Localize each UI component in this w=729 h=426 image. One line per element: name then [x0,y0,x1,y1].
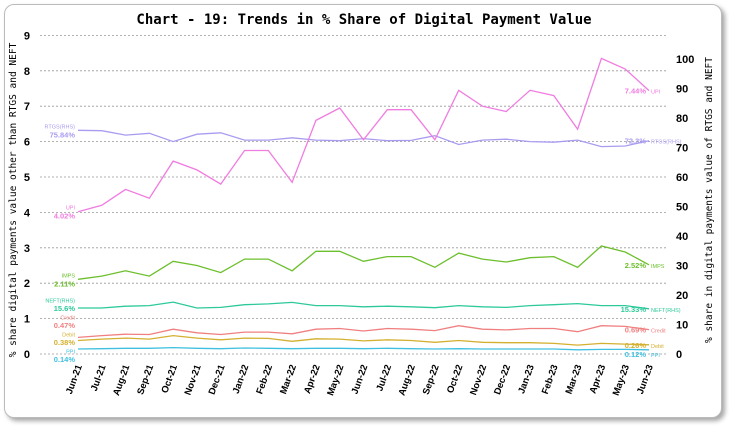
end-value-label: 0.69% [625,326,647,335]
start-value-label: 0.14% [54,355,76,364]
end-value-label: 2.52% [625,261,647,270]
series-name-label: IMPS [62,273,76,279]
series-name-label: Credit [60,316,75,322]
x-tick-label: Mar-22 [278,363,299,396]
x-tick-label: Feb-22 [254,363,275,396]
start-value-label: 15.6% [54,304,76,313]
y2-tick-label: 20 [676,290,688,302]
x-tick-label: Aug-22 [397,363,418,397]
series-name-label: RTGS(RHS) [45,124,76,130]
x-tick-label: Feb-23 [540,363,561,396]
series-line-credit [77,325,650,339]
y-tick-label: 6 [24,137,30,149]
y2-tick-label: 30 [676,261,688,273]
series-line-neftrhs [78,301,650,310]
x-tick-label: Jul-21 [89,363,109,393]
series-line-debit [77,334,650,346]
y-tick-label: 3 [24,243,30,255]
series-name-label: UPI [651,90,661,96]
x-tick-label: May-23 [611,363,632,397]
x-tick-label: Sep-22 [421,363,442,396]
end-value-label: 15.33% [621,305,647,314]
x-tick-label: Jun-22 [350,363,371,396]
series-line-imps [77,245,650,280]
series-name-label: Debit [651,344,664,350]
x-tick-label: Nov-22 [468,363,489,397]
start-value-label: 2.11% [54,279,75,288]
x-tick-label: Jun-23 [635,363,656,396]
series-name-label: Debit [62,333,75,339]
start-value-label: 0.47% [54,321,76,330]
series-line-upi [77,57,650,213]
y2-tick-label: 0 [676,349,682,361]
end-value-label: 0.12% [625,350,647,359]
x-tick-label: Apr-23 [588,363,609,395]
y2-tick-label: 60 [676,172,688,184]
series-name-label: Credit [651,329,666,335]
series-name-label: UPI [66,206,76,212]
y2-tick-label: 100 [676,54,694,66]
x-tick-label: Dec-21 [207,363,228,397]
start-value-label: 0.38% [54,338,76,347]
series-name-label: PPI [66,350,75,356]
y2-tick-label: 90 [676,84,688,96]
series-line-ppi [77,346,650,351]
x-tick-label: Jun-21 [64,363,85,396]
end-value-label: 7.44% [625,87,647,96]
y-tick-label: 9 [24,30,30,42]
y-tick-label: 8 [24,66,30,78]
y2-tick-label: 80 [676,113,688,125]
end-value-label: 72.3% [625,137,647,146]
y2-tick-label: 40 [676,231,688,243]
x-tick-label: Jan-22 [231,363,252,395]
series-name-label: RTGS(RHS) [651,140,682,146]
end-value-label: 0.26% [625,341,647,350]
x-tick-label: Dec-22 [492,363,513,396]
y-tick-label: 7 [24,101,30,113]
series-name-label: NEFT(RHS) [651,308,681,314]
series-line-rtgsrhs [77,129,650,148]
y-tick-label: 5 [24,172,30,184]
x-tick-label: Oct-22 [445,363,465,395]
x-tick-label: May-22 [325,363,346,397]
x-tick-label: Jan-23 [516,363,537,395]
y-tick-label: 2 [24,278,30,290]
x-tick-label: Aug-21 [111,363,133,398]
x-tick-label: Mar-23 [564,363,585,396]
start-value-label: 4.02% [54,212,76,221]
x-tick-label: Apr-22 [302,363,323,395]
start-value-label: 75.84% [50,130,76,139]
x-tick-label: Jul-22 [374,363,394,393]
y2-tick-label: 50 [676,202,688,214]
y-tick-label: 1 [24,314,30,326]
series-name-label: PPI [651,353,660,359]
series-name-label: NEFT(RHS) [45,299,75,305]
y-axis-label: % share digital payments value other tha… [8,42,19,357]
x-tick-label: Sep-21 [135,363,156,397]
series-name-label: IMPS [651,264,665,270]
x-tick-label: Nov-21 [183,363,204,397]
chart-title: Chart - 19: Trends in % Share of Digital… [136,12,591,28]
y-tick-label: 4 [24,207,31,219]
x-tick-label: Oct-21 [160,363,181,395]
y2-tick-label: 70 [676,143,688,155]
y2-axis-label: % share in digital payments value of RTG… [704,57,715,343]
y-tick-label: 0 [24,349,30,361]
y2-tick-label: 10 [676,320,688,332]
